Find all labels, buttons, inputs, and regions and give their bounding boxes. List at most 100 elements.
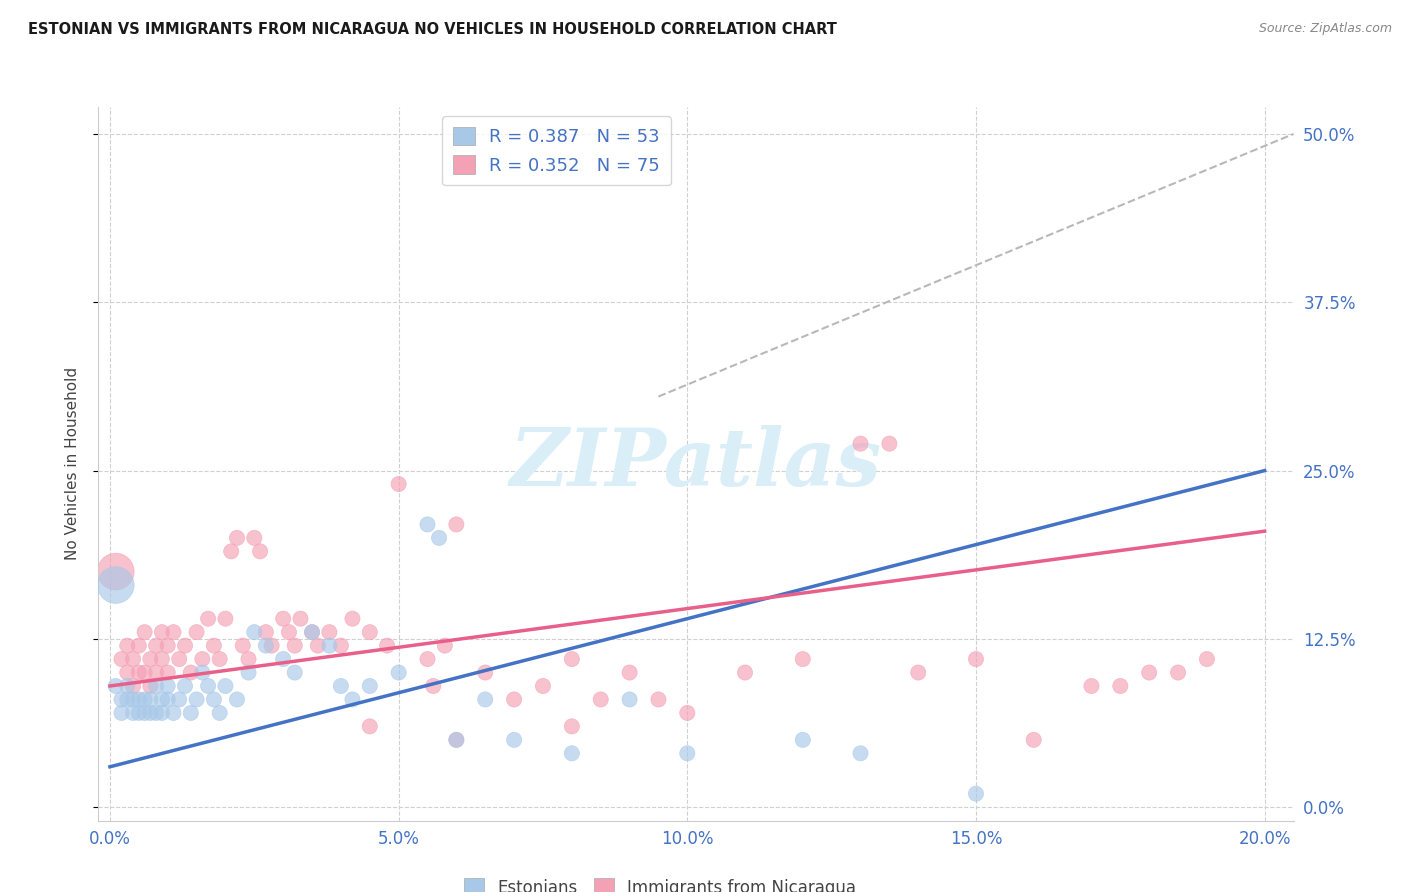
Point <box>388 665 411 680</box>
Point <box>561 652 583 666</box>
Point <box>150 706 173 720</box>
Point <box>589 692 612 706</box>
Point <box>284 665 307 680</box>
Point <box>128 706 150 720</box>
Point <box>145 706 167 720</box>
Point <box>388 477 411 491</box>
Point <box>208 652 231 666</box>
Point <box>446 732 468 747</box>
Point <box>329 679 352 693</box>
Point <box>110 706 132 720</box>
Point <box>174 679 197 693</box>
Point <box>427 531 450 545</box>
Point <box>271 652 294 666</box>
Point <box>1022 732 1045 747</box>
Point <box>849 747 872 761</box>
Legend: Estonians, Immigrants from Nicaragua: Estonians, Immigrants from Nicaragua <box>457 871 863 892</box>
Point <box>561 719 583 733</box>
Point <box>792 652 814 666</box>
Point <box>145 679 167 693</box>
Point <box>139 652 162 666</box>
Point <box>301 625 323 640</box>
Point <box>128 692 150 706</box>
Point <box>254 625 277 640</box>
Point <box>202 639 225 653</box>
Point <box>965 787 987 801</box>
Point <box>139 679 162 693</box>
Point <box>104 679 127 693</box>
Point <box>162 706 184 720</box>
Point <box>1195 652 1218 666</box>
Point <box>186 625 208 640</box>
Point <box>1167 665 1189 680</box>
Point <box>249 544 271 558</box>
Point <box>531 679 554 693</box>
Point <box>156 639 179 653</box>
Point <box>318 625 340 640</box>
Point <box>139 692 162 706</box>
Point <box>849 436 872 450</box>
Point <box>647 692 669 706</box>
Point <box>619 692 641 706</box>
Point <box>197 612 219 626</box>
Point <box>180 665 202 680</box>
Point <box>117 692 139 706</box>
Point <box>416 517 439 532</box>
Point <box>128 665 150 680</box>
Point <box>301 625 323 640</box>
Point <box>156 665 179 680</box>
Point <box>122 706 145 720</box>
Point <box>474 665 496 680</box>
Point <box>186 692 208 706</box>
Point <box>561 747 583 761</box>
Point <box>284 639 307 653</box>
Point <box>503 692 526 706</box>
Point <box>139 706 162 720</box>
Point <box>1080 679 1102 693</box>
Point <box>134 665 156 680</box>
Point <box>128 639 150 653</box>
Point <box>243 625 266 640</box>
Point <box>375 639 398 653</box>
Point <box>145 665 167 680</box>
Point <box>416 652 439 666</box>
Point <box>243 531 266 545</box>
Point <box>359 679 381 693</box>
Point <box>792 732 814 747</box>
Point <box>180 706 202 720</box>
Point <box>202 692 225 706</box>
Point <box>359 719 381 733</box>
Y-axis label: No Vehicles in Household: No Vehicles in Household <box>65 368 80 560</box>
Point <box>433 639 456 653</box>
Point <box>271 612 294 626</box>
Point <box>232 639 254 653</box>
Point <box>676 706 699 720</box>
Point <box>134 692 156 706</box>
Point <box>214 679 236 693</box>
Point <box>134 625 156 640</box>
Point <box>676 747 699 761</box>
Point <box>1109 679 1132 693</box>
Point <box>191 652 214 666</box>
Point <box>226 531 249 545</box>
Point <box>734 665 756 680</box>
Point <box>238 665 260 680</box>
Point <box>446 517 468 532</box>
Point <box>156 692 179 706</box>
Point <box>214 612 236 626</box>
Point <box>254 639 277 653</box>
Point <box>208 706 231 720</box>
Point <box>197 679 219 693</box>
Text: ESTONIAN VS IMMIGRANTS FROM NICARAGUA NO VEHICLES IN HOUSEHOLD CORRELATION CHART: ESTONIAN VS IMMIGRANTS FROM NICARAGUA NO… <box>28 22 837 37</box>
Point <box>226 692 249 706</box>
Point <box>117 679 139 693</box>
Point <box>122 652 145 666</box>
Point <box>446 732 468 747</box>
Point <box>156 679 179 693</box>
Point <box>150 652 173 666</box>
Point <box>134 706 156 720</box>
Point <box>167 692 190 706</box>
Point <box>110 652 132 666</box>
Point <box>342 612 364 626</box>
Point <box>191 665 214 680</box>
